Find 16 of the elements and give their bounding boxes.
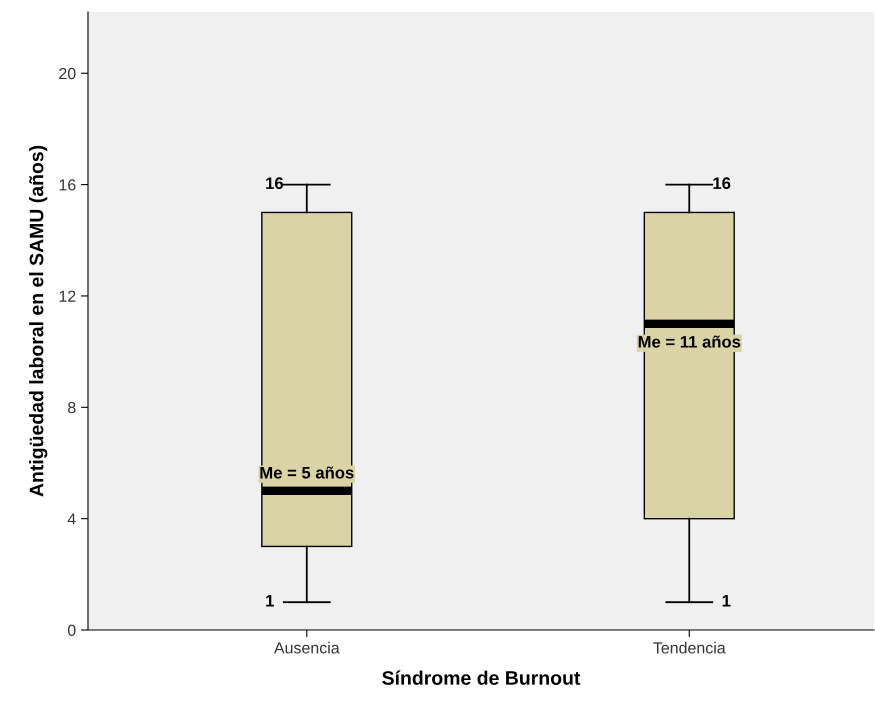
x-tick-label: Tendencia xyxy=(653,642,726,654)
x-axis-title: Síndrome de Burnout xyxy=(382,670,580,685)
x-tick-label: Ausencia xyxy=(274,642,340,654)
y-tick-label: 0 xyxy=(68,624,76,636)
annotation: 1 xyxy=(266,595,274,606)
y-tick-label: 12 xyxy=(60,290,76,302)
annotation: Me = 5 años xyxy=(260,466,354,479)
y-tick-label: 16 xyxy=(60,179,76,191)
y-tick-label: 4 xyxy=(68,513,76,524)
y-tick-label: 8 xyxy=(68,402,76,414)
annotation: 1 xyxy=(722,595,730,606)
annotation: Me = 11 años xyxy=(638,336,740,348)
annotation: 16 xyxy=(713,177,730,190)
y-tick-label: 20 xyxy=(59,68,76,80)
annotation: 16 xyxy=(266,177,284,190)
y-axis-title: Antigüedad laboral en el SAMU (años) xyxy=(29,146,48,497)
